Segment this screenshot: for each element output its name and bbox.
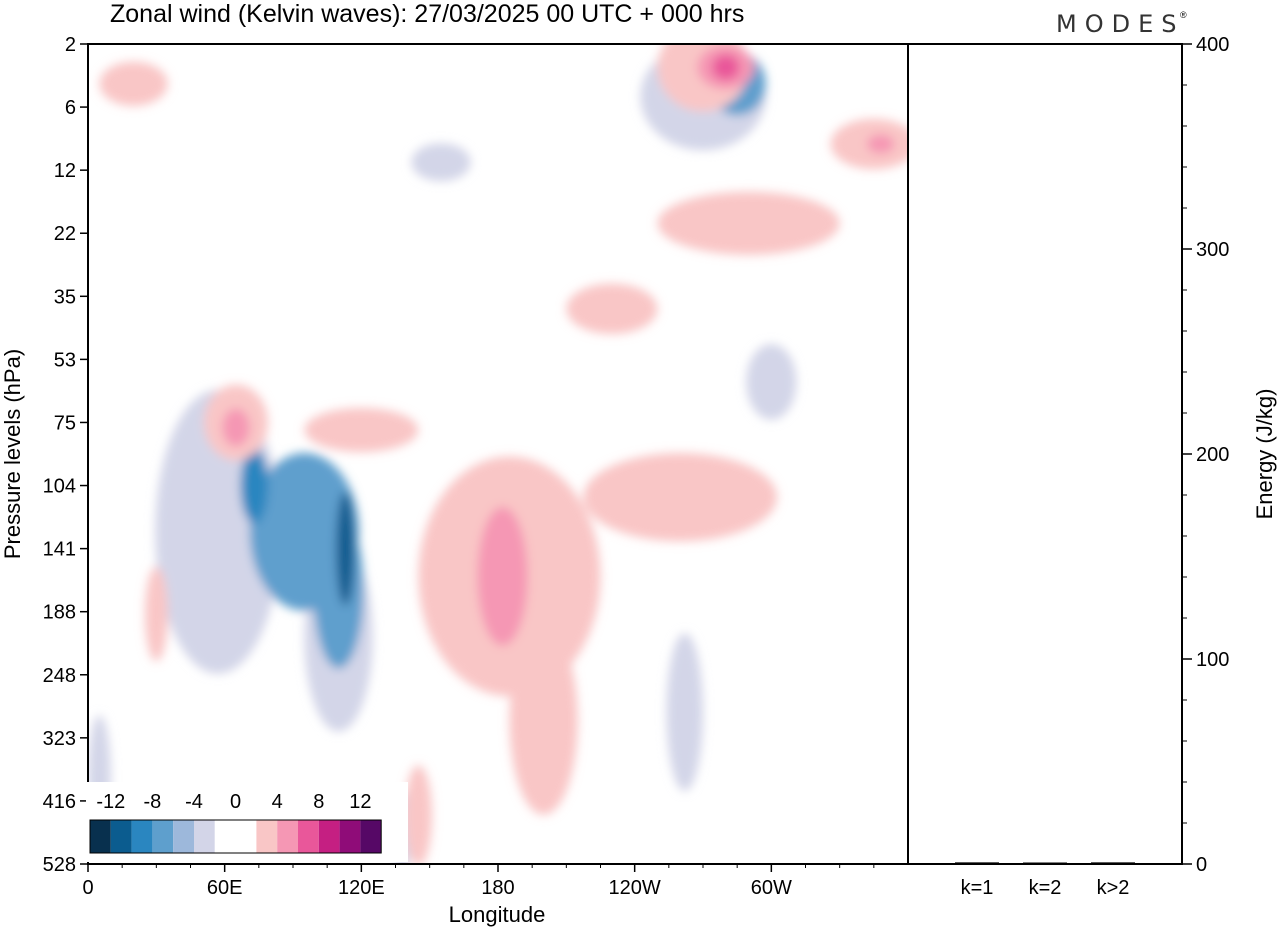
x-tick-label: 60W [751,877,792,899]
longitude-axis: 0 60E 120E 180 120W 60W [82,864,875,899]
colorbar-swatch [277,820,298,853]
contour-region [99,61,168,106]
energy-category-label: k=2 [1029,877,1062,899]
y-tick-label: 2 [65,34,76,56]
colorbar-label: 12 [349,791,371,813]
contour-region [867,134,895,154]
colorbar-label: 8 [313,791,324,813]
energy-category-label: k>2 [1097,877,1130,899]
x-tick-label: 0 [82,877,93,899]
y-tick-label: 35 [54,286,76,308]
pressure-axis: 2 6 12 22 35 53 75 104 141 188 248 323 416 528 [43,34,88,876]
colorbar: -12 -8 -4 0 4 8 12 [86,782,408,862]
colorbar-swatch [90,820,111,853]
colorbar-border [89,819,382,854]
colorbar-swatch [256,820,278,853]
energy-tick-label: 0 [1196,854,1207,876]
contour-region [304,407,419,453]
energy-bar [1023,862,1067,864]
energy-tick-label: 100 [1196,649,1229,671]
y-tick-label: 416 [43,791,76,813]
colorbar-swatch [360,820,382,853]
contour-region [222,408,250,447]
energy-bar [1091,862,1135,864]
contour-region [746,344,797,420]
y-tick-label: 104 [43,476,76,498]
energy-category-label: k=1 [961,877,994,899]
contour-region [404,765,432,864]
x-tick-label: 120E [338,877,385,899]
energy-tick-label: 400 [1196,34,1229,56]
energy-tick-label: 200 [1196,444,1229,466]
y-tick-label: 22 [54,223,76,245]
colorbar-label: -12 [96,791,125,813]
colorbar-swatch [339,820,361,853]
colorbar-swatch [173,820,194,853]
y-axis-label: Pressure levels (hPa) [0,349,25,559]
energy-tick-label: 300 [1196,239,1229,261]
contour-region [583,453,778,542]
energy-bar [955,862,999,864]
x-tick-label: 180 [481,877,514,899]
y-tick-label: 75 [54,412,76,434]
x-axis-label: Longitude [449,902,546,927]
brand-logo: MODES [1056,10,1184,38]
contour-region [240,447,268,524]
y-tick-label: 53 [54,349,76,371]
colorbar-swatch [318,820,340,853]
x-tick-label: 60E [207,877,243,899]
y-tick-label: 323 [43,728,76,750]
y-tick-label: 188 [43,602,76,624]
chart-title: Zonal wind (Kelvin waves): 27/03/2025 00… [110,0,744,28]
colorbar-swatch [131,820,153,853]
contour-region [712,54,740,80]
colorbar-swatch [214,820,236,853]
contour-region [336,491,355,606]
y-tick-label: 248 [43,665,76,687]
y-tick-label: 141 [43,539,76,561]
colorbar-label: -8 [144,791,162,813]
colorbar-swatch [298,820,319,853]
colorbar-swatch [235,820,257,853]
contour-region [477,506,528,646]
contour-region [144,566,168,662]
y-tick-label: 528 [43,854,76,876]
colorbar-label: 4 [272,791,283,813]
y-tick-label: 6 [65,97,76,119]
contour-region [509,625,578,815]
energy-axis: 0 100 200 300 400 [1182,34,1229,876]
colorbar-swatch [152,820,174,853]
y-tick-label: 12 [54,160,76,182]
brand-registered-mark: ® [1180,10,1187,20]
colorbar-label: 0 [230,791,241,813]
colorbar-swatch [110,820,132,853]
energy-axis-label: Energy (J/kg) [1252,389,1277,520]
colorbar-label: -4 [185,791,203,813]
contour-region [666,633,703,791]
x-tick-label: 120W [609,877,661,899]
wind-contours [88,44,908,864]
contour-region [411,143,471,182]
contour-region [566,283,658,335]
energy-bars: k=1 k=2 k>2 [955,862,1135,899]
contour-region [657,191,840,255]
energy-plot-frame [907,43,1183,865]
colorbar-swatch [194,820,215,853]
